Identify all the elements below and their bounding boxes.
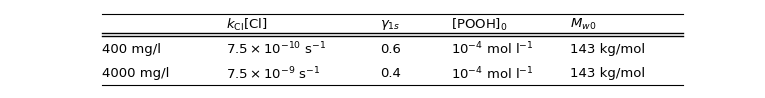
Text: 4000 mg/l: 4000 mg/l [102,67,169,80]
Text: 400 mg/l: 400 mg/l [102,43,161,56]
Text: $10^{-4}$ mol l$^{-1}$: $10^{-4}$ mol l$^{-1}$ [451,41,534,58]
Text: 0.6: 0.6 [380,43,401,56]
Text: $7.5 \times 10^{-10}$ s$^{-1}$: $7.5 \times 10^{-10}$ s$^{-1}$ [226,41,327,58]
Text: 0.4: 0.4 [380,67,401,80]
Text: 143 kg/mol: 143 kg/mol [570,43,645,56]
Text: 143 kg/mol: 143 kg/mol [570,67,645,80]
Text: $7.5 \times 10^{-9}$ s$^{-1}$: $7.5 \times 10^{-9}$ s$^{-1}$ [226,65,321,82]
Text: $\gamma_{1s}$: $\gamma_{1s}$ [380,18,401,32]
Text: $10^{-4}$ mol l$^{-1}$: $10^{-4}$ mol l$^{-1}$ [451,65,534,82]
Text: $M_{w0}$: $M_{w0}$ [570,17,596,32]
Text: $k_{\mathrm{Cl}}[\mathrm{Cl}]$: $k_{\mathrm{Cl}}[\mathrm{Cl}]$ [226,17,267,33]
Text: $[\mathrm{POOH}]_0$: $[\mathrm{POOH}]_0$ [451,17,508,33]
